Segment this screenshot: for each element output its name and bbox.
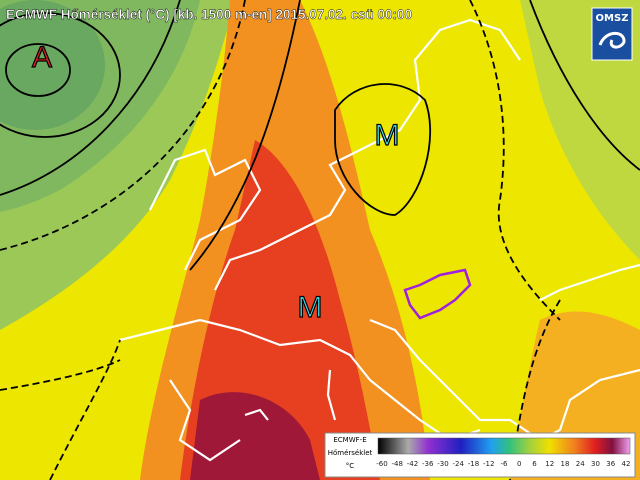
legend-tick-label: -60 bbox=[376, 460, 387, 468]
legend-variable: Hőmérséklet bbox=[328, 448, 373, 457]
logo: OMSZ bbox=[591, 7, 633, 61]
title: ECMWF Hőmérséklet (°C) [kb. 1500 m-en] 2… bbox=[6, 7, 412, 22]
legend-tick-label: -24 bbox=[453, 460, 465, 468]
pressure-label: A bbox=[32, 41, 52, 74]
legend-tick-label: 36 bbox=[606, 460, 615, 468]
legend-tick-label: 18 bbox=[561, 460, 570, 468]
legend-tick-label: 24 bbox=[576, 460, 585, 468]
legend-tick-label: 0 bbox=[517, 460, 521, 468]
legend-tick-label: -18 bbox=[468, 460, 479, 468]
legend-tick-label: -30 bbox=[437, 460, 448, 468]
coastlines bbox=[119, 18, 640, 462]
pressure-label: M bbox=[298, 291, 323, 324]
logo-text: OMSZ bbox=[596, 13, 629, 24]
border-hungary bbox=[403, 268, 472, 320]
legend-tick-label: 12 bbox=[545, 460, 554, 468]
legend-tick-label: 6 bbox=[532, 460, 537, 468]
legend-source: ECMWF-E bbox=[333, 436, 366, 444]
legend-tick-label: 42 bbox=[622, 460, 631, 468]
legend-tick-label: -48 bbox=[392, 460, 403, 468]
legend-tick-label: 30 bbox=[591, 460, 600, 468]
legend-unit: °C bbox=[346, 462, 355, 470]
legend-tick-label: -6 bbox=[501, 460, 509, 468]
legend-tick-label: -36 bbox=[422, 460, 434, 468]
legend: ECMWF-E Hőmérséklet °C -60 -48 -42 -36 -30 -2… bbox=[324, 432, 636, 478]
legend-tick-label: -12 bbox=[483, 460, 494, 468]
legend-tick-label: -42 bbox=[407, 460, 418, 468]
colorbar bbox=[377, 437, 631, 455]
pressure-label: M bbox=[375, 119, 400, 152]
